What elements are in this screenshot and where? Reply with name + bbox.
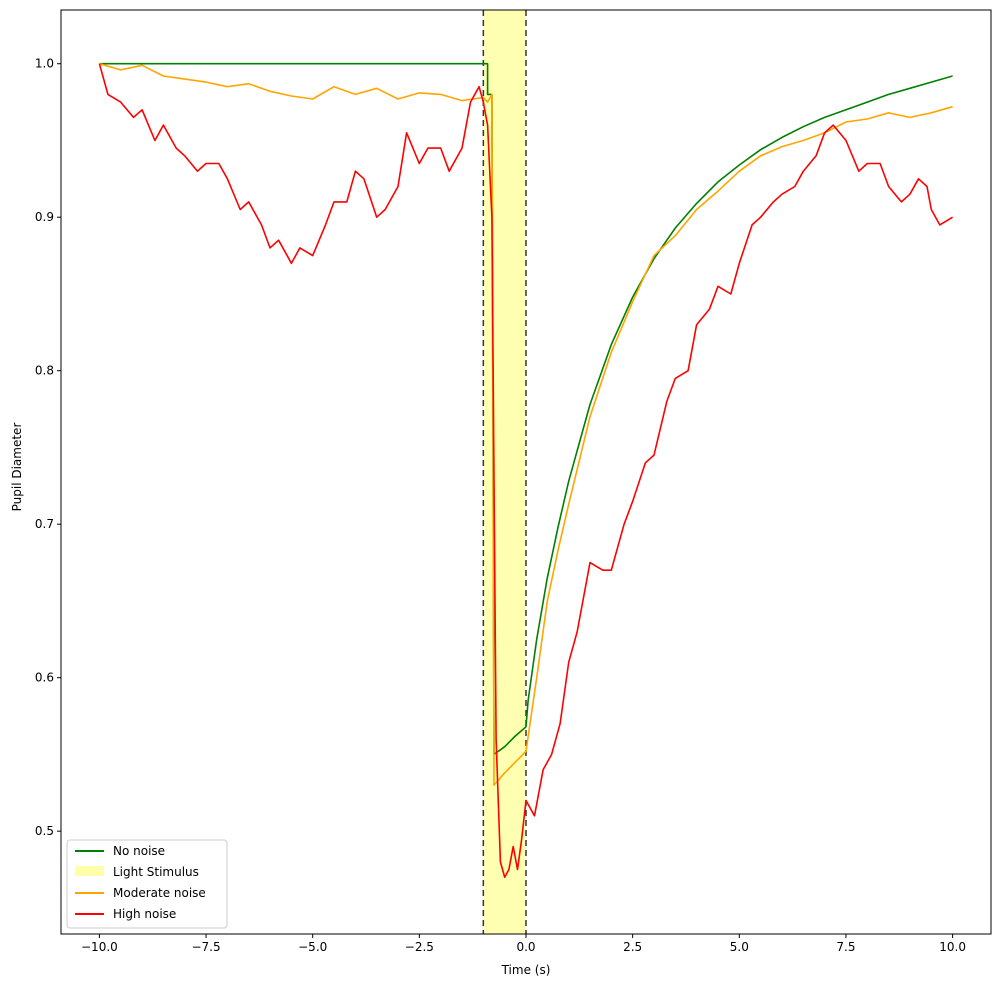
y-tick-label: 0.9 xyxy=(35,210,54,224)
legend-label-high-noise: High noise xyxy=(113,907,176,921)
x-tick-label: 5.0 xyxy=(730,940,749,954)
y-tick-label: 1.0 xyxy=(35,57,54,71)
legend-swatch-light-stimulus xyxy=(75,866,104,876)
y-tick-label: 0.8 xyxy=(35,364,54,378)
y-axis-label: Pupil Diameter xyxy=(10,423,24,512)
legend-label-no-noise: No noise xyxy=(113,844,165,858)
x-tick-label: 0.0 xyxy=(516,940,535,954)
x-tick-label: −2.5 xyxy=(405,940,434,954)
y-tick-label: 0.6 xyxy=(35,671,54,685)
x-tick-label: 10.0 xyxy=(939,940,966,954)
x-axis-label: Time (s) xyxy=(501,963,551,977)
y-axis-ticks: 0.5 0.6 0.7 0.8 0.9 1.0 xyxy=(35,57,61,838)
series-line-moderate-noise xyxy=(99,62,953,786)
light-stimulus-band xyxy=(483,10,526,934)
x-axis-ticks: −10.0 −7.5 −5.0 −2.5 0.0 2.5 5.0 7.5 10.0 xyxy=(81,934,966,954)
legend-box xyxy=(66,839,228,929)
x-tick-label: −10.0 xyxy=(81,940,118,954)
legend: No noise Light Stimulus Moderate noise H… xyxy=(66,839,228,929)
x-tick-label: 7.5 xyxy=(836,940,855,954)
y-tick-label: 0.5 xyxy=(35,824,54,838)
series-line-no-noise xyxy=(99,62,953,756)
x-tick-label: −7.5 xyxy=(191,940,220,954)
series-layer xyxy=(98,62,954,879)
x-tick-label: −5.0 xyxy=(298,940,327,954)
y-tick-label: 0.7 xyxy=(35,517,54,531)
plot-area xyxy=(60,9,992,935)
stimulus-layer xyxy=(482,10,527,934)
x-tick-label: 2.5 xyxy=(623,940,642,954)
series-line-high-noise xyxy=(98,63,954,879)
legend-label-moderate-noise: Moderate noise xyxy=(113,886,206,900)
legend-label-light-stimulus: Light Stimulus xyxy=(113,865,199,879)
